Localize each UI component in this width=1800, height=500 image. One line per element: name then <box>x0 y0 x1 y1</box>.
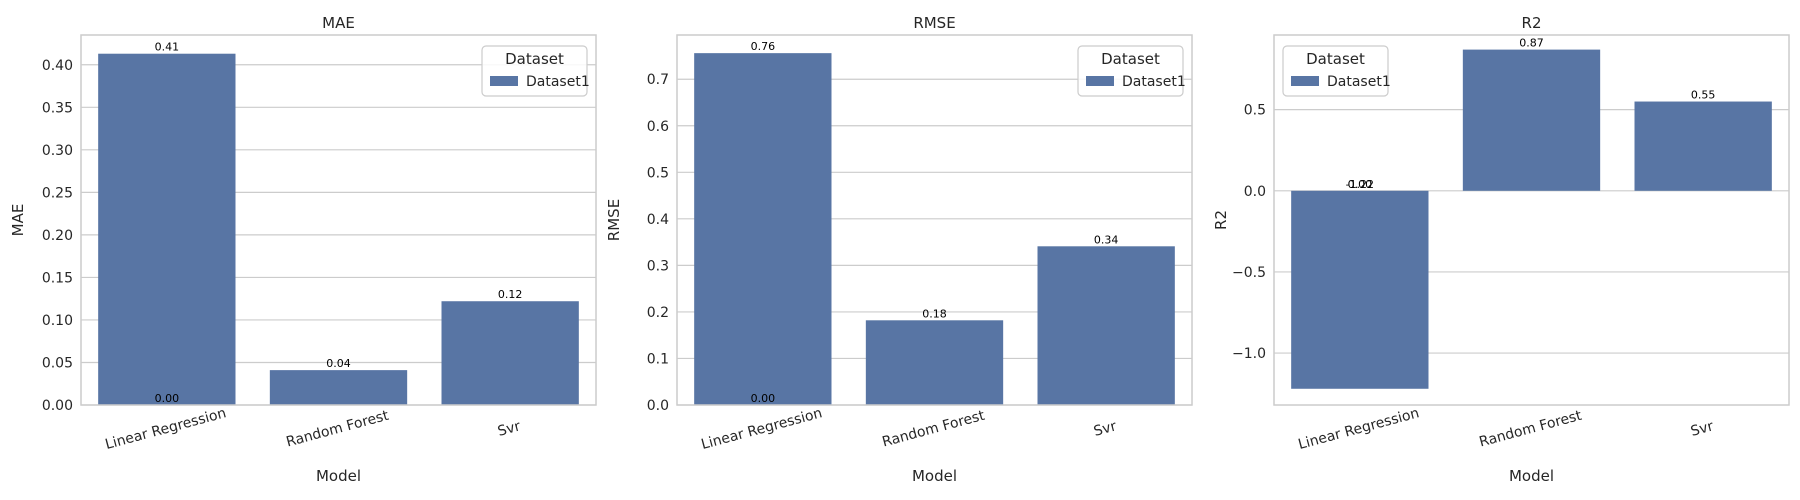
legend-swatch <box>1086 76 1114 86</box>
legend-entry: Dataset1 <box>1122 74 1186 90</box>
y-tick-label: 0.15 <box>42 270 73 286</box>
legend: Dataset Dataset1 <box>1077 45 1186 97</box>
x-tick-label: Linear Regression <box>700 405 824 453</box>
x-axis-label: Model <box>1509 467 1554 485</box>
bar-svr <box>1634 101 1772 191</box>
data-label-zero: 0.00 <box>1348 178 1373 191</box>
bar-linear-regression <box>1291 190 1429 389</box>
x-tick-label: Random Forest <box>284 408 390 451</box>
data-label: 0.76 <box>751 40 776 53</box>
bar-svr <box>441 301 579 405</box>
y-axis-label: MAE <box>9 204 27 237</box>
chart-panel-mae: 0.41 0.04 0.12 0.00 0.00 0.05 0.10 0.15 0.20 0.25… <box>9 14 597 485</box>
x-tick-label: Random Forest <box>880 408 986 451</box>
data-label-zero: 0.00 <box>155 392 180 405</box>
y-tick-label: 0.0 <box>1244 184 1266 200</box>
bar-linear-regression <box>98 53 236 405</box>
bar-random-forest <box>269 370 408 405</box>
chart-title: R2 <box>1522 14 1542 32</box>
legend-title: Dataset <box>1101 50 1160 68</box>
data-label: 0.55 <box>1691 89 1716 102</box>
legend-entry: Dataset1 <box>1327 74 1391 90</box>
y-tick-label: 0.1 <box>647 351 669 367</box>
y-tick-label: 0.0 <box>647 398 669 414</box>
y-tick-label: 0.7 <box>647 72 669 88</box>
y-axis-label: R2 <box>1212 210 1230 230</box>
y-tick-label: 0.05 <box>42 355 73 371</box>
x-tick-label: Linear Regression <box>1297 405 1421 453</box>
y-tick-label: −0.5 <box>1232 265 1266 281</box>
data-label-zero: 0.00 <box>751 392 776 405</box>
chart-title: MAE <box>322 14 355 32</box>
y-tick-label: 0.2 <box>647 305 669 321</box>
y-tick-label: 0.00 <box>42 398 73 414</box>
legend: Dataset Dataset1 <box>481 45 590 97</box>
data-label: 0.18 <box>922 307 947 320</box>
bar-svr <box>1037 246 1175 405</box>
data-label: 0.34 <box>1094 233 1119 246</box>
data-label: 0.12 <box>498 288 523 301</box>
y-tick-label: 0.30 <box>42 143 73 159</box>
x-tick-label: Random Forest <box>1477 408 1583 451</box>
y-tick-label: 0.3 <box>647 258 669 274</box>
y-tick-label: 0.6 <box>647 119 669 135</box>
bar-random-forest <box>1462 49 1601 191</box>
y-tick-label: 0.40 <box>42 58 73 74</box>
data-label: -1.22 <box>1346 178 1374 191</box>
plot-frame <box>80 34 597 406</box>
data-label: 0.04 <box>326 357 351 370</box>
legend: Dataset Dataset1 <box>1282 45 1391 97</box>
x-tick-label: Linear Regression <box>104 405 228 453</box>
y-tick-label: 0.35 <box>42 100 73 116</box>
y-tick-label: −1.0 <box>1232 346 1266 362</box>
legend-title: Dataset <box>1306 50 1365 68</box>
y-axis-label: RMSE <box>605 199 623 241</box>
legend-title: Dataset <box>505 50 564 68</box>
x-axis-label: Model <box>316 467 361 485</box>
x-tick-label: Svr <box>1689 418 1716 439</box>
legend-swatch <box>1291 76 1319 86</box>
y-tick-label: 0.25 <box>42 185 73 201</box>
bar-random-forest <box>865 320 1004 405</box>
plot-frame <box>676 34 1193 406</box>
legend-swatch <box>490 76 518 86</box>
y-tick-label: 0.20 <box>42 228 73 244</box>
y-tick-label: 0.10 <box>42 313 73 329</box>
chart-panel-r2: -1.22 0.87 0.55 0.00 −1.0 −0.5 0.0 0.5 Linear Re… <box>1212 14 1790 485</box>
y-tick-label: 0.4 <box>647 212 669 228</box>
x-tick-label: Svr <box>1092 418 1119 439</box>
x-tick-label: Svr <box>496 418 523 439</box>
x-axis-label: Model <box>912 467 957 485</box>
y-tick-label: 0.5 <box>1244 103 1266 119</box>
chart-title: RMSE <box>913 14 955 32</box>
chart-panel-rmse: 0.76 0.18 0.34 0.00 0.0 0.1 0.2 0.3 0.4 0.5 0.6 0.7… <box>605 14 1193 485</box>
plot-frame <box>1273 34 1790 406</box>
y-tick-label: 0.5 <box>647 165 669 181</box>
bar-linear-regression <box>694 53 832 406</box>
legend-entry: Dataset1 <box>526 74 590 90</box>
data-label: 0.41 <box>155 41 180 54</box>
data-label: 0.87 <box>1519 37 1544 50</box>
